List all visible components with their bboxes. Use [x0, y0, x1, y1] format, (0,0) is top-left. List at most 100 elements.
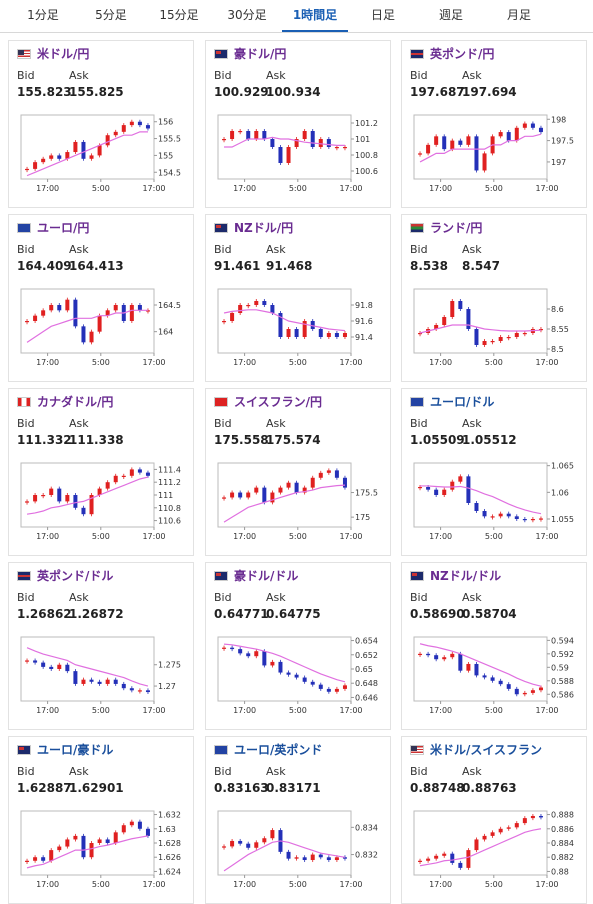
bid-label: Bid: [410, 591, 428, 604]
candle: [57, 664, 62, 669]
ask-label: Ask: [266, 417, 286, 430]
candle: [318, 854, 323, 858]
y-tick-label: 164.5: [158, 301, 181, 310]
ask-value: 175.574: [266, 433, 321, 447]
quote-card[interactable]: ランド/円 Bid Ask 8.538 8.547 8.6 8.55 8.5 17:00 5:00…: [401, 214, 587, 382]
candle: [326, 470, 331, 473]
candle: [238, 649, 243, 654]
candle: [426, 487, 431, 490]
candle: [286, 147, 291, 163]
candle: [474, 663, 479, 676]
tab[interactable]: 日足: [370, 8, 395, 22]
ask-label: Ask: [266, 243, 286, 256]
quote-card[interactable]: カナダドル/円 Bid Ask 111.332 111.338 111.4 111.2 111…: [8, 388, 194, 556]
quote-card[interactable]: ユーロ/ドル Bid Ask 1.05509 1.05512 1.065 1.06 1.055…: [401, 388, 587, 556]
candle: [254, 651, 259, 657]
candle: [458, 862, 463, 868]
pair-title[interactable]: ユーロ/豪ドル: [37, 743, 114, 757]
quote-card[interactable]: ユーロ/豪ドル Bid Ask 1.62887 1.62901 1.632 1.63 1.62…: [8, 736, 194, 904]
x-tick-label: 5:00: [92, 532, 110, 541]
x-tick-label: 17:00: [142, 706, 165, 715]
tab[interactable]: 1時間足: [282, 0, 348, 32]
mini-chart: 101.2 101 100.8 100.6 17:00 5:00 17:00: [217, 114, 378, 193]
candle: [41, 158, 46, 163]
tab[interactable]: 30分足: [227, 8, 267, 22]
flag-icon: [214, 49, 228, 59]
tab[interactable]: 15分足: [159, 8, 199, 22]
quote-card[interactable]: NZドル/円 Bid Ask 91.461 91.468 91.8 91.6 91.4 17:0…: [205, 214, 391, 382]
quote-card[interactable]: 豪ドル/円 Bid Ask 100.929 100.934 101.2 101 100.8 10…: [205, 40, 391, 208]
candle: [506, 684, 511, 689]
moving-average: [223, 309, 346, 332]
quote-card[interactable]: スイスフラン/円 Bid Ask 175.558 175.574 175.5 175 17:0…: [205, 388, 391, 556]
quote-card[interactable]: ユーロ/円 Bid Ask 164.409 164.413 164.5 164 17:00 5:…: [8, 214, 194, 382]
x-tick-label: 17:00: [535, 358, 558, 367]
quote-card[interactable]: 英ポンド/ドル Bid Ask 1.26862 1.26872 1.275 1.27 17:0…: [8, 562, 194, 730]
candle: [25, 501, 30, 503]
moving-average: [419, 324, 541, 334]
y-tick-label: 0.654: [355, 637, 378, 646]
bid-value: 164.409: [17, 259, 72, 273]
tab[interactable]: 1分足: [27, 8, 59, 22]
quote-card[interactable]: 豪ドル/ドル Bid Ask 0.64771 0.64775 0.654 0.652 0.65…: [205, 562, 391, 730]
pair-title[interactable]: ランド/円: [430, 221, 483, 235]
tab[interactable]: 週足: [438, 8, 463, 22]
candle: [342, 333, 347, 337]
bid-value: 0.83163: [214, 781, 269, 795]
plot-frame: [413, 288, 548, 354]
candle: [418, 487, 423, 489]
pair-title[interactable]: ユーロ/ドル: [430, 395, 495, 409]
tab[interactable]: 月足: [506, 8, 531, 22]
pair-title[interactable]: スイスフラン/円: [234, 395, 323, 409]
bid-label: Bid: [214, 69, 232, 82]
bid-label: Bid: [410, 69, 428, 82]
quote-card[interactable]: 英ポンド/円 Bid Ask 197.687 197.694 198 197.5 197 17:…: [401, 40, 587, 208]
pair-title[interactable]: 英ポンド/円: [430, 47, 495, 61]
quote-card[interactable]: ユーロ/英ポンド Bid Ask 0.83163 0.83171 0.834 0.832 17…: [205, 736, 391, 904]
candle: [426, 653, 431, 656]
quote-card[interactable]: 米ドル/スイスフラン Bid Ask 0.88748 0.88763 0.888 0.886…: [401, 736, 587, 904]
pair-title[interactable]: NZドル/円: [234, 221, 294, 235]
candle: [538, 127, 543, 133]
pair-title[interactable]: ユーロ/円: [37, 221, 90, 235]
candle: [145, 472, 150, 476]
ask-value: 155.825: [69, 85, 124, 99]
candle: [294, 857, 299, 859]
tab[interactable]: 5分足: [95, 8, 127, 22]
y-tick-label: 0.594: [551, 636, 574, 645]
ask-value: 8.547: [462, 259, 500, 273]
x-tick-label: 5:00: [485, 358, 503, 367]
plot-frame: [217, 114, 352, 180]
pair-title[interactable]: 豪ドル/円: [234, 47, 287, 61]
candle: [482, 675, 487, 678]
quote-card[interactable]: NZドル/ドル Bid Ask 0.58690 0.58704 0.594 0.592 0.5…: [401, 562, 587, 730]
flag-icon: [214, 745, 228, 755]
moving-average: [224, 136, 345, 148]
y-tick-label: 0.648: [355, 679, 378, 688]
candle: [113, 131, 118, 136]
x-tick-label: 17:00: [535, 184, 558, 193]
pair-title[interactable]: NZドル/ドル: [430, 569, 502, 583]
x-tick-label: 17:00: [36, 184, 59, 193]
candle: [342, 477, 347, 488]
mini-chart: 0.654 0.652 0.65 0.648 0.646 17:00 5:00 17:00: [217, 636, 378, 715]
bid-value: 197.687: [410, 85, 465, 99]
pair-title[interactable]: 米ドル/スイスフラン: [430, 743, 543, 757]
candle: [262, 838, 267, 843]
pair-title[interactable]: 英ポンド/ドル: [37, 569, 114, 583]
pair-title[interactable]: ユーロ/英ポンド: [234, 743, 323, 757]
candle: [137, 305, 142, 311]
flag-icon: [17, 397, 31, 407]
mini-chart: 198 197.5 197 17:00 5:00 17:00: [413, 114, 574, 193]
x-tick-label: 17:00: [36, 532, 59, 541]
quote-card[interactable]: 米ドル/円 Bid Ask 155.823 155.825 156 155.5 155 154.…: [8, 40, 194, 208]
pair-title[interactable]: 米ドル/円: [37, 47, 90, 61]
flag-icon: [214, 223, 228, 233]
y-tick-label: 100.8: [355, 151, 378, 160]
candle: [41, 495, 46, 497]
pair-title[interactable]: カナダドル/円: [37, 395, 114, 409]
candle: [145, 690, 150, 693]
pair-title[interactable]: 豪ドル/ドル: [234, 569, 299, 583]
candle: [49, 850, 54, 861]
y-tick-label: 110.8: [158, 504, 181, 513]
